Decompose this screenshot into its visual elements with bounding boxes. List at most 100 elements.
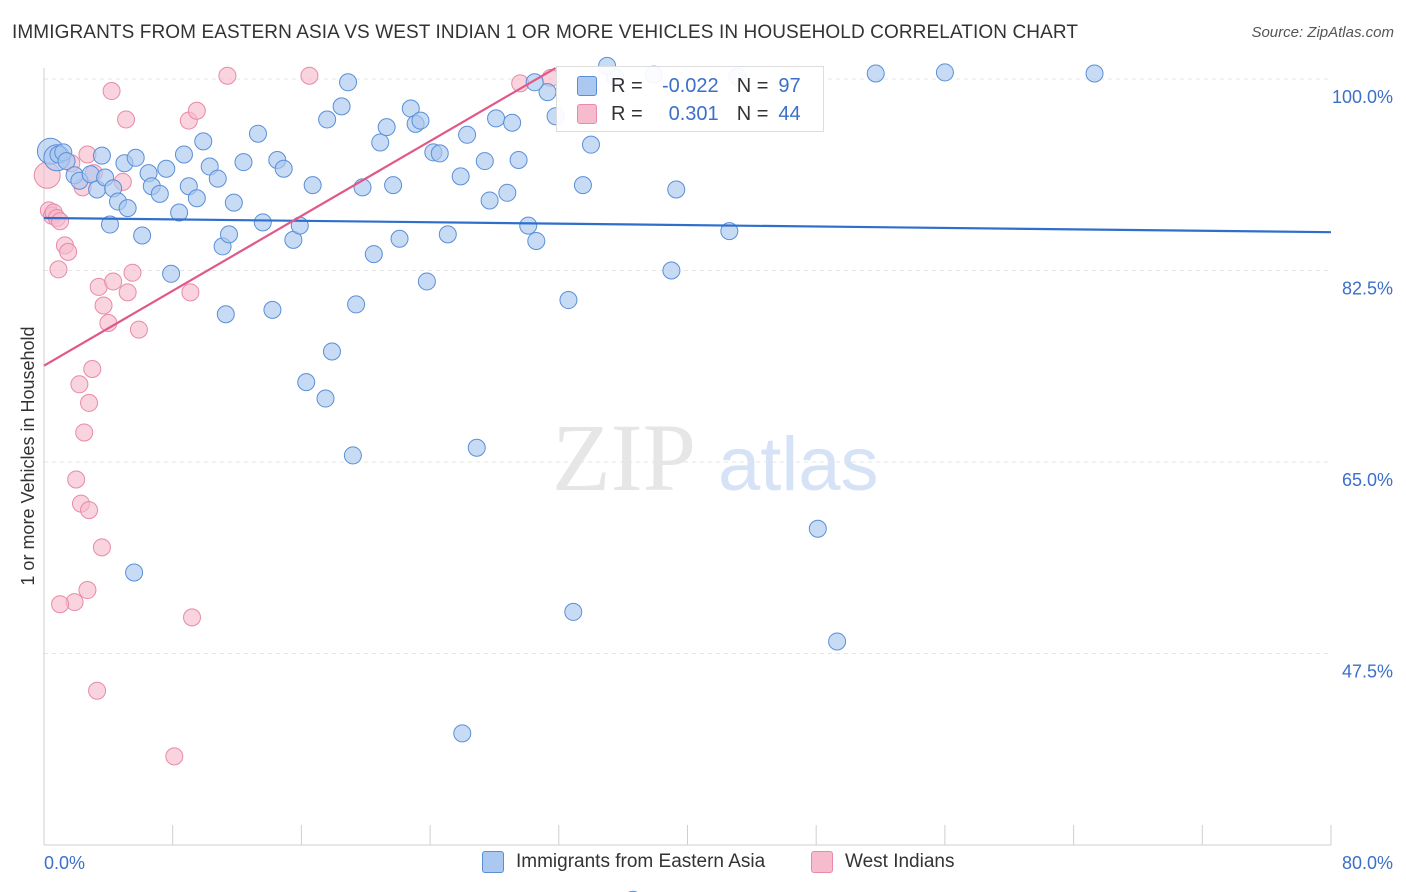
west-indians-point[interactable] bbox=[181, 283, 200, 302]
eastern-asia-point[interactable] bbox=[503, 113, 522, 132]
eastern-asia-point[interactable] bbox=[297, 373, 316, 392]
eastern-asia-point[interactable] bbox=[220, 225, 239, 244]
legend-r-label: R = bbox=[611, 102, 643, 125]
west-indians-point[interactable] bbox=[80, 393, 99, 412]
west-indians-point[interactable] bbox=[88, 681, 107, 700]
eastern-asia-point[interactable] bbox=[519, 216, 538, 235]
eastern-asia-point[interactable] bbox=[126, 148, 145, 167]
eastern-asia-point[interactable] bbox=[92, 146, 111, 165]
eastern-asia-point[interactable] bbox=[100, 215, 119, 234]
chart-title: IMMIGRANTS FROM EASTERN ASIA VS WEST IND… bbox=[12, 22, 1079, 43]
eastern-asia-point[interactable] bbox=[498, 183, 517, 202]
legend-n-value: 97 bbox=[778, 74, 801, 97]
west-indians-point[interactable] bbox=[118, 283, 137, 302]
eastern-asia-point[interactable] bbox=[371, 133, 390, 152]
eastern-asia-point[interactable] bbox=[451, 167, 470, 186]
eastern-asia-point[interactable] bbox=[318, 110, 337, 129]
eastern-asia-point[interactable] bbox=[162, 264, 181, 283]
eastern-asia-point[interactable] bbox=[417, 272, 436, 291]
eastern-asia-point[interactable] bbox=[390, 229, 409, 248]
west-indians-point[interactable] bbox=[165, 747, 184, 766]
west-indians-point[interactable] bbox=[94, 296, 113, 315]
west-indians-point[interactable] bbox=[70, 375, 89, 394]
eastern-asia-point[interactable] bbox=[430, 144, 449, 163]
eastern-asia-point[interactable] bbox=[808, 519, 827, 538]
west-indians-point[interactable] bbox=[123, 263, 142, 282]
eastern-asia-point[interactable] bbox=[174, 145, 193, 164]
west-indians-point[interactable] bbox=[83, 359, 102, 378]
west-indians-point[interactable] bbox=[75, 423, 94, 442]
eastern-asia-point[interactable] bbox=[453, 724, 472, 743]
eastern-asia-point[interactable] bbox=[828, 632, 847, 651]
eastern-asia-point[interactable] bbox=[343, 446, 362, 465]
legend-n-label: N = bbox=[736, 74, 769, 97]
west-indians-point[interactable] bbox=[117, 110, 136, 129]
y-tick-labels: 100.0% 82.5% 65.0% 47.5% bbox=[1332, 87, 1393, 682]
eastern-asia-point[interactable] bbox=[216, 305, 235, 324]
west-indians-point[interactable] bbox=[80, 501, 99, 520]
eastern-asia-point[interactable] bbox=[559, 291, 578, 310]
eastern-asia-point[interactable] bbox=[866, 64, 885, 83]
eastern-asia-point[interactable] bbox=[208, 169, 227, 188]
eastern-asia-point[interactable] bbox=[316, 389, 335, 408]
eastern-asia-point[interactable] bbox=[347, 295, 366, 314]
west-indians-point[interactable] bbox=[67, 470, 86, 489]
eastern-asia-point[interactable] bbox=[720, 222, 739, 241]
eastern-asia-point[interactable] bbox=[339, 73, 358, 92]
west-indians-point[interactable] bbox=[300, 66, 319, 85]
eastern-asia-point[interactable] bbox=[527, 231, 546, 250]
eastern-asia-point[interactable] bbox=[662, 261, 681, 280]
west-indians-point[interactable] bbox=[218, 66, 237, 85]
west-indians-point[interactable] bbox=[78, 581, 97, 600]
eastern-asia-point[interactable] bbox=[573, 176, 592, 195]
eastern-asia-point[interactable] bbox=[150, 184, 169, 203]
series-west-indians bbox=[33, 66, 560, 766]
west-indians-point[interactable] bbox=[51, 212, 70, 231]
eastern-asia-point[interactable] bbox=[480, 191, 499, 210]
eastern-asia-point[interactable] bbox=[1085, 64, 1104, 83]
eastern-asia-point[interactable] bbox=[377, 118, 396, 137]
eastern-asia-point[interactable] bbox=[364, 245, 383, 264]
west-indians-point[interactable] bbox=[104, 272, 123, 291]
eastern-asia-point[interactable] bbox=[458, 125, 477, 144]
eastern-asia-point[interactable] bbox=[57, 152, 76, 171]
eastern-asia-point[interactable] bbox=[274, 159, 293, 178]
eastern-asia-point[interactable] bbox=[438, 225, 457, 244]
eastern-asia-point[interactable] bbox=[263, 300, 282, 319]
legend-item-west-indians[interactable]: West Indians bbox=[811, 851, 954, 873]
west-indians-point[interactable] bbox=[59, 242, 78, 261]
eastern-asia-point[interactable] bbox=[187, 189, 206, 208]
eastern-asia-point[interactable] bbox=[411, 111, 430, 130]
eastern-asia-point[interactable] bbox=[384, 176, 403, 195]
eastern-asia-point[interactable] bbox=[248, 124, 267, 143]
eastern-asia-point[interactable] bbox=[125, 563, 144, 582]
west-indians-point[interactable] bbox=[187, 101, 206, 120]
eastern-asia-point[interactable] bbox=[303, 176, 322, 195]
eastern-asia-point[interactable] bbox=[581, 135, 600, 154]
west-indians-point[interactable] bbox=[92, 538, 111, 557]
eastern-asia-point[interactable] bbox=[253, 213, 272, 232]
eastern-asia-point[interactable] bbox=[194, 132, 213, 151]
eastern-asia-point[interactable] bbox=[935, 63, 954, 82]
west-indians-point[interactable] bbox=[102, 82, 121, 101]
eastern-asia-point[interactable] bbox=[667, 180, 686, 199]
eastern-asia-point[interactable] bbox=[332, 97, 351, 116]
eastern-asia-point[interactable] bbox=[475, 152, 494, 171]
eastern-asia-point[interactable] bbox=[467, 438, 486, 457]
west-indians-point[interactable] bbox=[183, 608, 202, 627]
eastern-asia-point[interactable] bbox=[133, 226, 152, 245]
legend-item-eastern-asia[interactable]: Immigrants from Eastern Asia bbox=[482, 851, 765, 873]
west-indians-trend-line bbox=[43, 67, 557, 367]
eastern-asia-point[interactable] bbox=[170, 203, 189, 222]
west-indians-point[interactable] bbox=[129, 320, 148, 339]
eastern-asia-point[interactable] bbox=[157, 159, 176, 178]
eastern-asia-point[interactable] bbox=[487, 109, 506, 128]
eastern-asia-point[interactable] bbox=[118, 199, 137, 218]
eastern-asia-point[interactable] bbox=[509, 150, 528, 169]
eastern-asia-point[interactable] bbox=[224, 193, 243, 212]
west-indians-point[interactable] bbox=[51, 595, 70, 614]
eastern-asia-point[interactable] bbox=[322, 342, 341, 361]
eastern-asia-point[interactable] bbox=[564, 602, 583, 621]
west-indians-point[interactable] bbox=[49, 260, 68, 279]
eastern-asia-point[interactable] bbox=[234, 153, 253, 172]
